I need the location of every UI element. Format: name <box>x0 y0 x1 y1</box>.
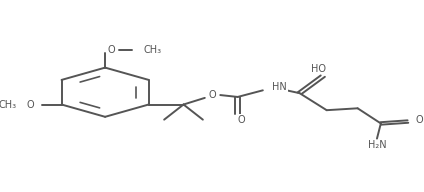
Text: HN: HN <box>273 83 287 93</box>
Text: HO: HO <box>312 64 326 74</box>
Text: O: O <box>416 115 423 125</box>
Text: O: O <box>27 99 34 109</box>
Text: CH₃: CH₃ <box>0 99 17 109</box>
Text: O: O <box>209 90 216 100</box>
Text: O: O <box>238 115 245 125</box>
Text: O: O <box>107 45 115 55</box>
Text: H₂N: H₂N <box>368 140 386 150</box>
Text: CH₃: CH₃ <box>144 45 162 55</box>
